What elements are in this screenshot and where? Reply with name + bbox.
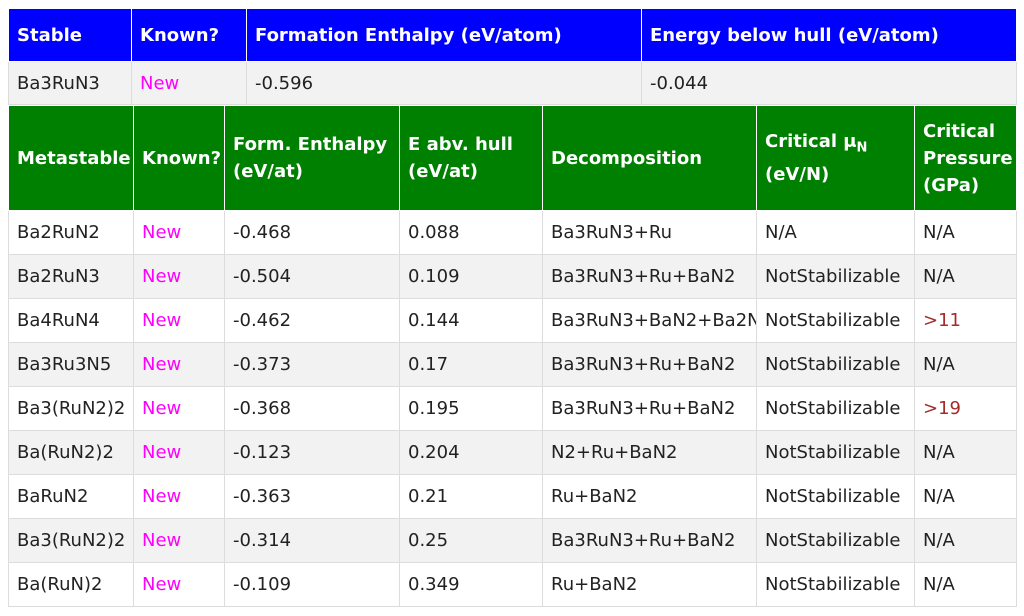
cell-critical-mu: NotStabilizable <box>756 562 915 607</box>
cell-form-enthalpy: -0.504 <box>224 254 400 299</box>
header-formation-enthalpy: Formation Enthalpy (eV/atom) <box>246 8 642 62</box>
cell-decomposition: N2+Ru+BaN2 <box>542 430 757 475</box>
header-energy-below-hull: Energy below hull (eV/atom) <box>641 8 1017 62</box>
table-row: Ba(RuN)2 New -0.109 0.349 Ru+BaN2 NotStabiliz… <box>8 562 1017 607</box>
cell-critical-mu: NotStabilizable <box>756 342 915 387</box>
table-row: Ba2RuN3 New -0.504 0.109 Ba3RuN3+Ru+BaN2 NotS… <box>8 254 1017 299</box>
cell-compound: BaRuN2 <box>8 474 134 519</box>
cell-critical-mu: NotStabilizable <box>756 474 915 519</box>
stable-known: New <box>131 61 247 105</box>
cell-form-enthalpy: -0.373 <box>224 342 400 387</box>
cell-form-enthalpy: -0.468 <box>224 210 400 255</box>
cell-critical-pressure: N/A <box>914 210 1017 255</box>
cell-critical-mu: NotStabilizable <box>756 298 915 343</box>
header-form-enthalpy: Form. Enthalpy (eV/at) <box>224 105 400 211</box>
cell-e-abv-hull: 0.21 <box>399 474 543 519</box>
critical-mu-label: Critical μ <box>765 130 857 152</box>
table-row: Ba3(RuN2)2 New -0.314 0.25 Ba3RuN3+Ru+BaN2 No… <box>8 518 1017 563</box>
stable-compound: Ba3RuN3 <box>8 61 132 105</box>
cell-critical-pressure: >11 <box>914 298 1017 343</box>
cell-known: New <box>133 254 225 299</box>
cell-form-enthalpy: -0.368 <box>224 386 400 431</box>
cell-critical-mu: NotStabilizable <box>756 386 915 431</box>
cell-decomposition: Ba3RuN3+BaN2+Ba2N <box>542 298 757 343</box>
cell-critical-pressure: N/A <box>914 518 1017 563</box>
cell-critical-pressure: N/A <box>914 474 1017 519</box>
cell-known: New <box>133 518 225 563</box>
cell-critical-pressure: N/A <box>914 430 1017 475</box>
cell-decomposition: Ba3RuN3+Ru+BaN2 <box>542 342 757 387</box>
cell-compound: Ba4RuN4 <box>8 298 134 343</box>
cell-known: New <box>133 298 225 343</box>
stable-header-row: Stable Known? Formation Enthalpy (eV/ato… <box>8 8 1017 62</box>
cell-critical-mu: NotStabilizable <box>756 254 915 299</box>
table-row: Ba(RuN2)2 New -0.123 0.204 N2+Ru+BaN2 NotStab… <box>8 430 1017 475</box>
metastable-table: Metastable Known? Form. Enthalpy (eV/at)… <box>8 105 1017 607</box>
cell-form-enthalpy: -0.314 <box>224 518 400 563</box>
header-known: Known? <box>131 8 247 62</box>
cell-decomposition: Ru+BaN2 <box>542 562 757 607</box>
cell-critical-pressure: >19 <box>914 386 1017 431</box>
cell-e-abv-hull: 0.144 <box>399 298 543 343</box>
cell-e-abv-hull: 0.204 <box>399 430 543 475</box>
stable-table: Stable Known? Formation Enthalpy (eV/ato… <box>8 8 1017 105</box>
critical-mu-subscript: N <box>856 140 868 156</box>
cell-e-abv-hull: 0.088 <box>399 210 543 255</box>
stable-row: Ba3RuN3 New -0.596 -0.044 <box>8 61 1017 105</box>
cell-critical-pressure: N/A <box>914 342 1017 387</box>
cell-form-enthalpy: -0.462 <box>224 298 400 343</box>
table-row: Ba3Ru3N5 New -0.373 0.17 Ba3RuN3+Ru+BaN2 NotS… <box>8 342 1017 387</box>
cell-decomposition: Ba3RuN3+Ru <box>542 210 757 255</box>
cell-critical-pressure: N/A <box>914 254 1017 299</box>
table-row: Ba2RuN2 New -0.468 0.088 Ba3RuN3+Ru N/A N/A <box>8 210 1017 255</box>
cell-compound: Ba3(RuN2)2 <box>8 518 134 563</box>
cell-known: New <box>133 386 225 431</box>
cell-e-abv-hull: 0.25 <box>399 518 543 563</box>
cell-known: New <box>133 562 225 607</box>
cell-critical-mu: NotStabilizable <box>756 518 915 563</box>
cell-form-enthalpy: -0.123 <box>224 430 400 475</box>
cell-e-abv-hull: 0.109 <box>399 254 543 299</box>
table-row: Ba3(RuN2)2 New -0.368 0.195 Ba3RuN3+Ru+BaN2 N… <box>8 386 1017 431</box>
cell-form-enthalpy: -0.109 <box>224 562 400 607</box>
stable-energy-below-hull: -0.044 <box>641 61 1017 105</box>
cell-known: New <box>133 430 225 475</box>
cell-decomposition: Ba3RuN3+Ru+BaN2 <box>542 386 757 431</box>
cell-decomposition: Ru+BaN2 <box>542 474 757 519</box>
metastable-header-row: Metastable Known? Form. Enthalpy (eV/at)… <box>8 105 1017 211</box>
cell-critical-mu: N/A <box>756 210 915 255</box>
cell-compound: Ba3Ru3N5 <box>8 342 134 387</box>
cell-known: New <box>133 342 225 387</box>
header-critical-mu: Critical μN (eV/N) <box>756 105 915 211</box>
cell-e-abv-hull: 0.17 <box>399 342 543 387</box>
cell-decomposition: Ba3RuN3+Ru+BaN2 <box>542 518 757 563</box>
header-e-abv-hull: E abv. hull (eV/at) <box>399 105 543 211</box>
header-known: Known? <box>133 105 225 211</box>
cell-e-abv-hull: 0.349 <box>399 562 543 607</box>
header-metastable: Metastable <box>8 105 134 211</box>
cell-compound: Ba2RuN2 <box>8 210 134 255</box>
cell-form-enthalpy: -0.363 <box>224 474 400 519</box>
cell-compound: Ba3(RuN2)2 <box>8 386 134 431</box>
header-critical-pressure: Critical Pressure (GPa) <box>914 105 1017 211</box>
cell-decomposition: Ba3RuN3+Ru+BaN2 <box>542 254 757 299</box>
cell-critical-mu: NotStabilizable <box>756 430 915 475</box>
metastable-body: Ba2RuN2 New -0.468 0.088 Ba3RuN3+Ru N/A N/A Ba2… <box>8 210 1017 607</box>
cell-known: New <box>133 474 225 519</box>
cell-compound: Ba(RuN)2 <box>8 562 134 607</box>
cell-compound: Ba(RuN2)2 <box>8 430 134 475</box>
cell-e-abv-hull: 0.195 <box>399 386 543 431</box>
cell-known: New <box>133 210 225 255</box>
cell-compound: Ba2RuN3 <box>8 254 134 299</box>
table-row: Ba4RuN4 New -0.462 0.144 Ba3RuN3+BaN2+Ba2N No… <box>8 298 1017 343</box>
critical-mu-unit: (eV/N) <box>765 164 830 186</box>
table-row: BaRuN2 New -0.363 0.21 Ru+BaN2 NotStabilizabl… <box>8 474 1017 519</box>
header-stable: Stable <box>8 8 132 62</box>
cell-critical-pressure: N/A <box>914 562 1017 607</box>
header-decomposition: Decomposition <box>542 105 757 211</box>
stable-formation-enthalpy: -0.596 <box>246 61 642 105</box>
